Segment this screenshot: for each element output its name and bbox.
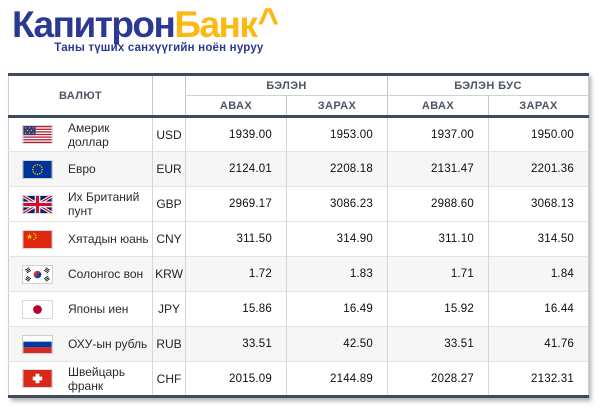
- cash-buy-value: 2124.01: [185, 151, 287, 187]
- logo-kapitron-text: Капитрон: [12, 4, 176, 45]
- header-noncash-sell: ЗАРАХ: [487, 95, 589, 118]
- flag-usd-icon: [22, 125, 53, 144]
- currency-code: USD: [152, 116, 186, 152]
- noncash-buy-value: 2028.27: [387, 361, 489, 397]
- noncash-sell-value: 16.44: [487, 291, 589, 327]
- noncash-sell-value: 3068.13: [487, 186, 589, 222]
- cash-buy-value: 1.72: [185, 256, 287, 292]
- flag-krw-icon: [22, 264, 53, 284]
- currency-name: Их Британий пунт: [68, 190, 140, 218]
- noncash-buy-value: 1937.00: [387, 116, 489, 152]
- header-cash: БЭЛЭН: [185, 74, 388, 96]
- noncash-buy-value: 1.71: [387, 256, 489, 292]
- cash-sell-value: 314.90: [286, 221, 388, 257]
- currency-code: CHF: [152, 361, 186, 397]
- noncash-buy-value: 311.10: [387, 221, 489, 257]
- cash-buy-value: 2015.09: [185, 361, 287, 397]
- currency-code: GBP: [152, 186, 186, 222]
- noncash-sell-value: 2201.36: [487, 151, 589, 187]
- currency-name: Японы иен: [68, 302, 129, 316]
- cash-sell-value: 16.49: [286, 291, 388, 327]
- currency-name: Солонгос вон: [68, 267, 144, 281]
- table-row: Евро EUR 2124.01 2208.18 2131.47 2201.36: [8, 151, 589, 187]
- cash-sell-value: 42.50: [286, 326, 388, 362]
- table-row: Швейцарь франк CHF 2015.09 2144.89 2028.…: [8, 361, 589, 397]
- table-row: Америк доллар USD 1939.00 1953.00 1937.0…: [9, 116, 589, 152]
- noncash-buy-value: 15.92: [387, 291, 489, 327]
- noncash-sell-value: 2132.31: [487, 361, 589, 397]
- flag-gbp-icon: [22, 194, 53, 214]
- currency-name: Евро: [68, 162, 96, 176]
- header-code-empty: [152, 74, 186, 118]
- logo-bank-text: Банк: [174, 4, 258, 45]
- noncash-buy-value: 33.51: [387, 326, 489, 362]
- table-row: Хятадын юань CNY 311.50 314.90 311.10 31…: [8, 221, 589, 257]
- currency-name: Америк доллар: [68, 120, 110, 149]
- noncash-sell-value: 314.50: [487, 221, 589, 257]
- noncash-buy-value: 2988.60: [387, 186, 489, 222]
- table-row: Их Британий пунт GBP 2969.17 3086.23 298…: [8, 186, 589, 222]
- currency-name: ОХУ-ын рубль: [68, 337, 148, 351]
- noncash-sell-value: 1.84: [487, 256, 589, 292]
- flag-jpy-icon: [22, 299, 53, 319]
- cash-sell-value: 1.83: [286, 256, 388, 292]
- cash-buy-value: 15.86: [185, 291, 287, 327]
- currency-code: EUR: [152, 151, 186, 187]
- cash-sell-value: 1953.00: [286, 116, 388, 152]
- table-row: Японы иен JPY 15.86 16.49 15.92 16.44: [8, 291, 589, 327]
- header-cash-buy: АВАХ: [185, 95, 287, 118]
- currency-name: Хятадын юань: [68, 232, 149, 246]
- cash-sell-value: 2208.18: [286, 151, 388, 187]
- noncash-sell-value: 41.76: [487, 326, 589, 362]
- header-noncash: БЭЛЭН БУС: [386, 74, 589, 96]
- currency-name: Швейцарь франк: [68, 364, 126, 393]
- brand-logo[interactable]: КапитронБанк^ Таны түших санхүүгийн ноён…: [12, 1, 279, 54]
- logo-wordmark: КапитронБанк^: [12, 1, 279, 47]
- logo-caret-icon: ^: [257, 1, 279, 42]
- cash-sell-value: 3086.23: [286, 186, 388, 222]
- cash-buy-value: 33.51: [185, 326, 287, 362]
- currency-code: RUB: [152, 326, 186, 362]
- table-row: Солонгос вон KRW 1.72 1.83 1.71 1.84: [8, 256, 589, 292]
- header-cash-sell: ЗАРАХ: [286, 95, 388, 118]
- currency-code: KRW: [152, 256, 186, 292]
- cash-buy-value: 2969.17: [185, 186, 287, 222]
- table-row: ОХУ-ын рубль RUB 33.51 42.50 33.51 41.76: [8, 326, 589, 362]
- exchange-rates-table: ВАЛЮТ БЭЛЭН БЭЛЭН БУС АВАХ ЗАРАХ АВАХ ЗА…: [8, 73, 590, 398]
- cash-buy-value: 1939.00: [185, 116, 287, 152]
- brand-tagline: Таны түших санхүүгийн ноён нуруу: [54, 41, 264, 54]
- currency-code: JPY: [152, 291, 186, 327]
- cash-sell-value: 2144.89: [286, 361, 388, 397]
- header-noncash-buy: АВАХ: [387, 95, 489, 118]
- currency-code: CNY: [152, 221, 186, 257]
- cash-buy-value: 311.50: [185, 221, 287, 257]
- noncash-sell-value: 1950.00: [487, 116, 589, 152]
- flag-chf-icon: [22, 369, 53, 388]
- noncash-buy-value: 2131.47: [387, 151, 489, 187]
- header-currency: ВАЛЮТ: [8, 74, 153, 118]
- flag-eur-icon: [22, 159, 53, 179]
- flag-rub-icon: [22, 334, 53, 354]
- flag-cny-icon: [22, 229, 53, 249]
